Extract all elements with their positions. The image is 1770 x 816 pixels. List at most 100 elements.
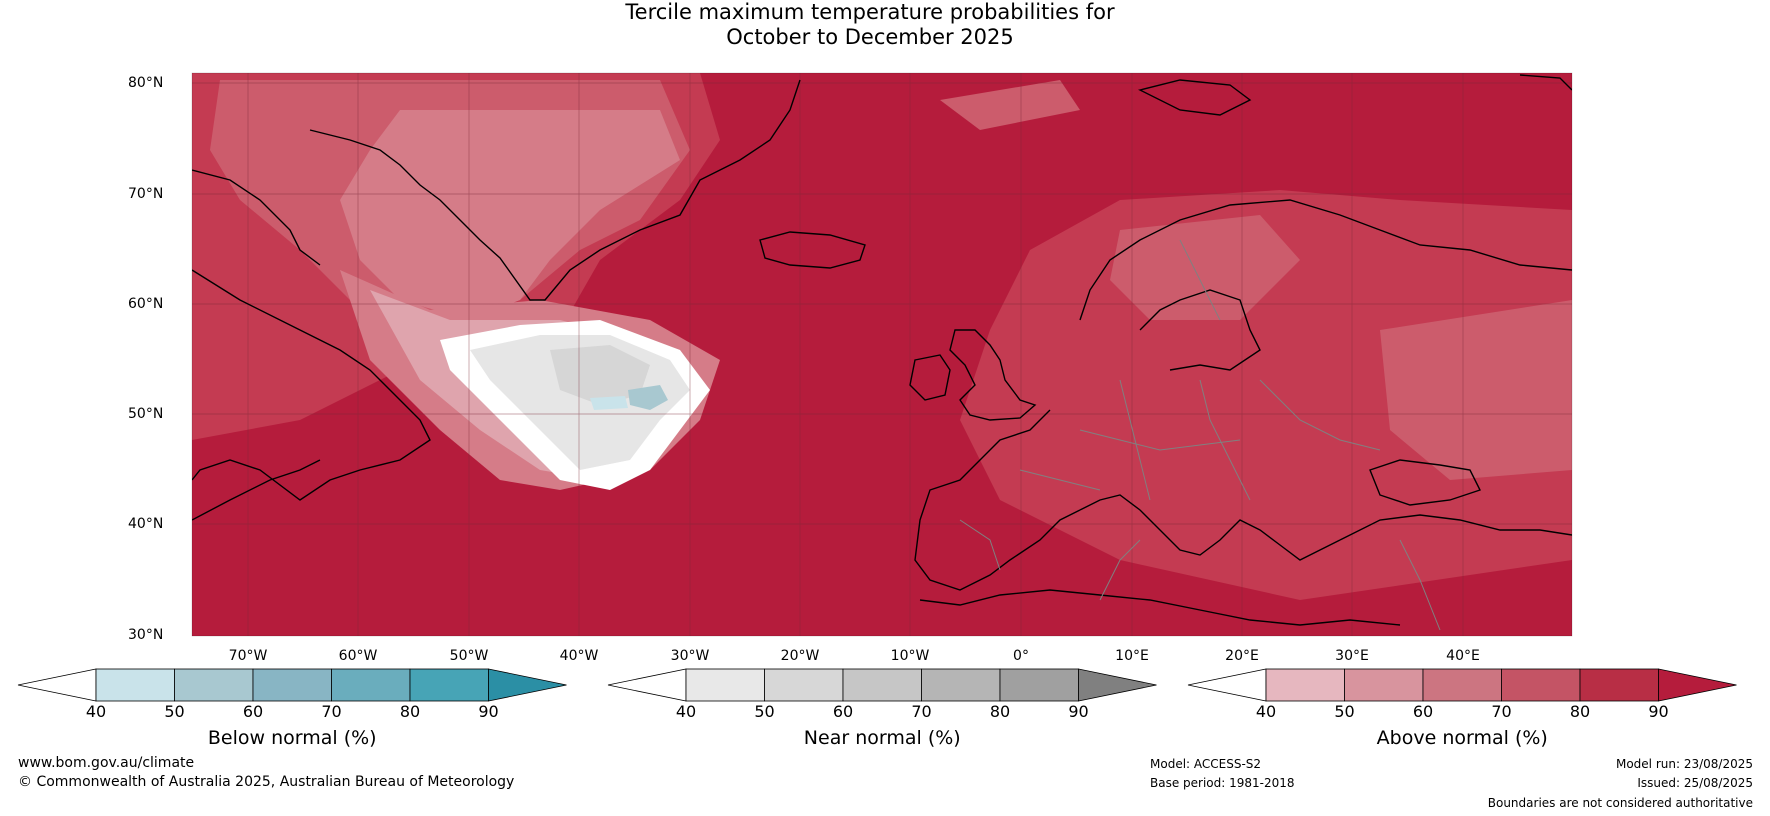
coastlines (192, 74, 1572, 626)
colorbar-near-title: Near normal (%) (803, 727, 961, 749)
colorbar-above-high-arrow (1658, 668, 1737, 702)
colorbar-above-tick: 70 (1491, 702, 1512, 721)
lon-label-60w: 60°W (338, 648, 378, 664)
colorbar-below-segment (409, 668, 489, 702)
colorbar-near-tick: 90 (1068, 702, 1089, 721)
lon-label-20e: 20°E (1225, 648, 1259, 664)
colorbar-near-tick: 60 (832, 702, 854, 721)
british-isles-coast (949, 329, 1037, 421)
colorbar-above-segment (1501, 668, 1581, 702)
colorbar-above-segment (1265, 668, 1345, 702)
colorbar-below-segment (252, 668, 332, 702)
lon-label-0: 0° (1013, 648, 1029, 664)
baffin-coast (192, 169, 321, 266)
colorbar-above-tick: 80 (1569, 702, 1591, 721)
scandinavia-coast (1079, 199, 1572, 321)
labrador-coast (192, 269, 431, 501)
lon-label-30e: 30°E (1335, 648, 1369, 664)
colorbar-above-tick: 90 (1648, 702, 1669, 721)
footer-disclaimer: Boundaries are not considered authoritat… (1487, 796, 1753, 810)
colorbar-above (1187, 668, 1737, 702)
region-below-normal-patch-2 (590, 396, 628, 410)
region-near-normal-60pct (550, 345, 650, 405)
lon-label-10e: 10°E (1115, 648, 1149, 664)
region-below-normal-patch (628, 385, 668, 410)
lon-label-40w: 40°W (559, 648, 599, 664)
lat-label-30n: 30°N (128, 627, 164, 643)
lat-label-80n: 80°N (128, 75, 164, 91)
footer-base-period: Base period: 1981-2018 (1150, 776, 1295, 790)
colorbar-above-tick: 60 (1412, 702, 1434, 721)
colorbar-below (17, 668, 567, 702)
lon-label-30w: 30°W (670, 648, 710, 664)
colorbar-below-tick: 70 (321, 702, 342, 721)
region-arctic-60pct (940, 80, 1080, 130)
lon-label-20w: 20°W (780, 648, 820, 664)
iceland-coast (759, 231, 866, 269)
baltic-coast (1139, 289, 1261, 371)
colorbar-near-tick: 40 (675, 702, 697, 721)
colorbar-near-high-arrow (1078, 668, 1157, 702)
lon-label-50w: 50°W (449, 648, 489, 664)
colorbar-below-high-arrow (488, 668, 567, 702)
colorbar-near-low-arrow (607, 668, 687, 702)
svalbard-coast (1137, 79, 1252, 116)
region-europe-70pct (960, 190, 1572, 600)
map-title-line-2: October to December 2025 (726, 25, 1014, 49)
north-africa-coast (919, 589, 1401, 626)
colorbar-near-tick: 70 (911, 702, 932, 721)
lon-label-70w: 70°W (228, 648, 268, 664)
turkey-coast (1339, 514, 1572, 541)
region-russia-60pct (1380, 300, 1572, 480)
lat-label-40n: 40°N (128, 516, 164, 532)
map-title-line-1: Tercile maximum temperature probabilitie… (625, 0, 1115, 24)
lat-label-60n: 60°N (128, 296, 164, 312)
colorbar-near-segment (685, 668, 765, 702)
colorbar-below-segment (95, 668, 175, 702)
lon-label-40e: 40°E (1446, 648, 1480, 664)
footer-model-run: Model run: 23/08/2025 (1615, 757, 1753, 771)
colorbar-near-segment (921, 668, 1001, 702)
colorbar-below-segment (331, 668, 411, 702)
colorbar-above-title: Above normal (%) (1376, 727, 1548, 749)
graticule (192, 73, 1572, 636)
region-scandinavia-60pct (1110, 215, 1300, 320)
lon-label-10w: 10°W (890, 648, 930, 664)
colorbar-near-tick: 50 (754, 702, 775, 721)
colorbar-above-segment (1579, 668, 1659, 702)
colorbar-above-segment (1344, 668, 1424, 702)
europe-west-coast (914, 409, 1081, 591)
country-borders (959, 239, 1441, 631)
colorbar-below-low-arrow (17, 668, 97, 702)
region-greenland-50pct (340, 110, 680, 320)
colorbar-below-tick: 60 (242, 702, 264, 721)
colorbar-near-segment (764, 668, 844, 702)
footer-copyright: © Commonwealth of Australia 2025, Austra… (18, 774, 515, 790)
footer-model: Model: ACCESS-S2 (1150, 757, 1262, 771)
footer-website: www.bom.gov.au/climate (18, 755, 195, 771)
colorbar-below-tick: 50 (164, 702, 185, 721)
colorbar-below-title: Below normal (%) (207, 727, 377, 749)
colorbar-near (607, 668, 1157, 702)
colorbar-below-segment (174, 668, 254, 702)
colorbar-above-low-arrow (1187, 668, 1267, 702)
colorbar-near-segment (842, 668, 922, 702)
colorbar-near-tick: 80 (989, 702, 1011, 721)
colorbar-legends (17, 668, 1737, 702)
colorbar-below-tick: 80 (399, 702, 421, 721)
footer-issued: Issued: 25/08/2025 (1637, 776, 1753, 790)
lat-label-70n: 70°N (128, 186, 164, 202)
forecast-map (191, 72, 1573, 637)
black-sea-coast (1369, 459, 1481, 506)
greenland-coast (309, 79, 801, 301)
colorbar-near-segment (999, 668, 1079, 702)
colorbar-above-segment (1422, 668, 1502, 702)
colorbar-above-tick: 50 (1334, 702, 1355, 721)
mediterranean-north-coast (1079, 494, 1341, 561)
colorbar-above-tick: 40 (1255, 702, 1277, 721)
colorbar-below-tick: 90 (478, 702, 499, 721)
nova-scotia-coast (192, 459, 321, 521)
colorbar-below-tick: 40 (85, 702, 107, 721)
ireland-coast (909, 354, 951, 401)
lat-label-50n: 50°N (128, 406, 164, 422)
